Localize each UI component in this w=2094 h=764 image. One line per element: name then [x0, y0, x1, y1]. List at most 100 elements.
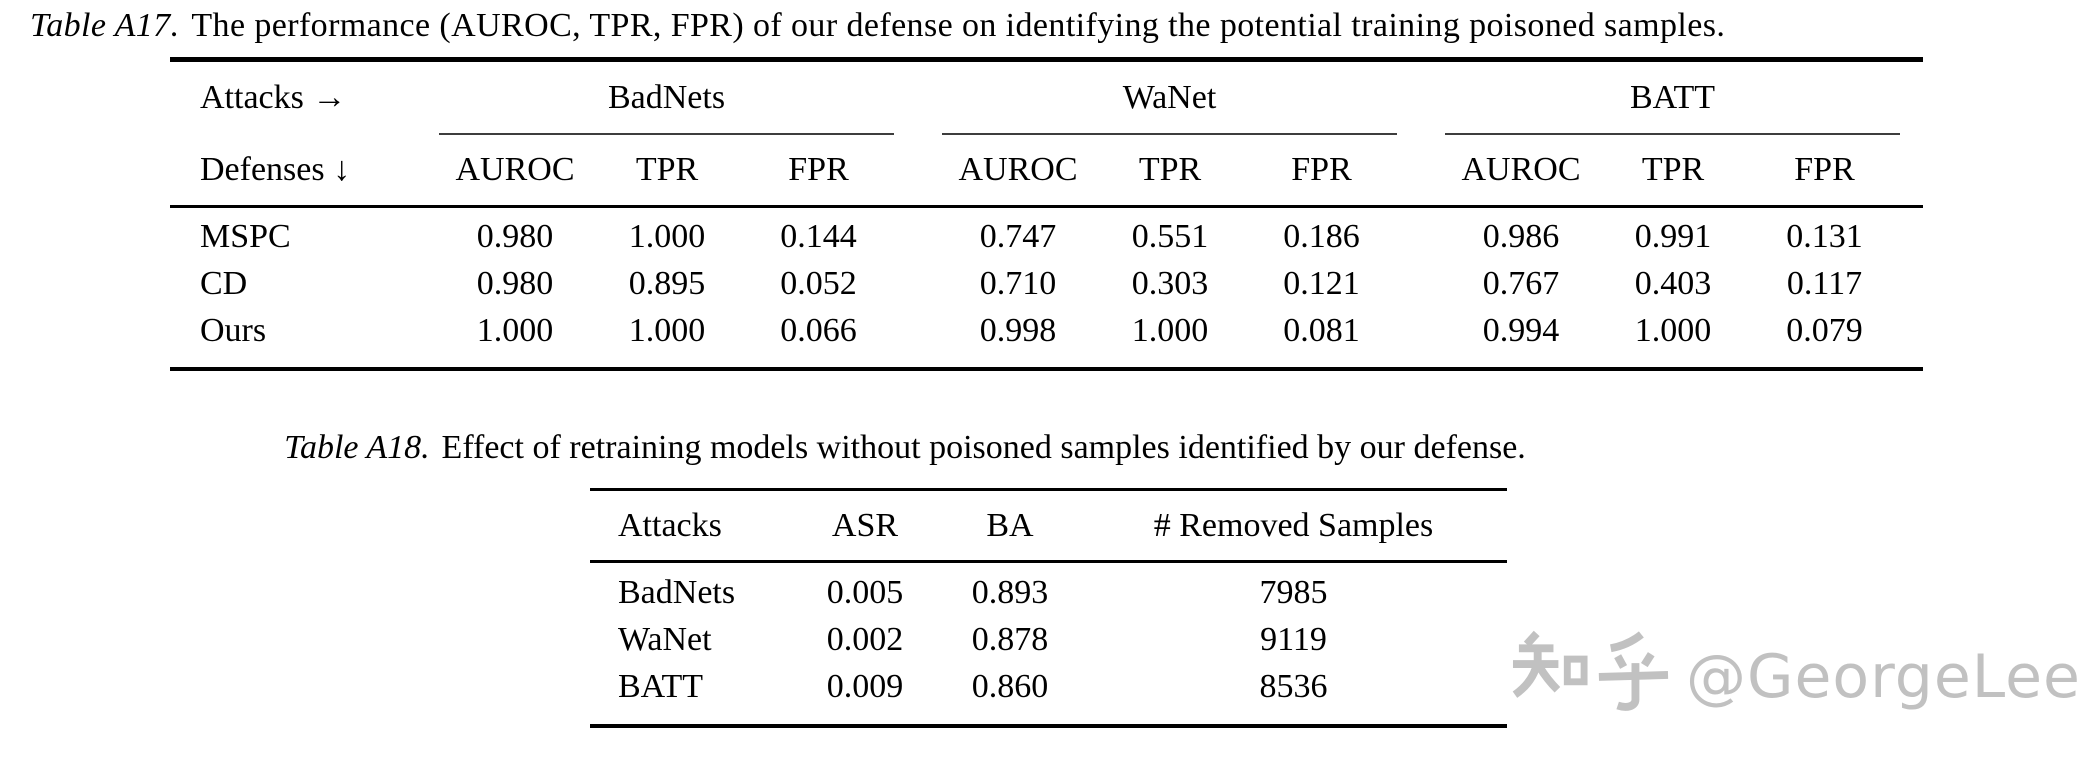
metric-value-cell: 0.079 — [1786, 311, 1863, 349]
cmidrule-batt — [1445, 133, 1901, 135]
group-gap — [894, 207, 942, 261]
zhihu-logo-icon — [1512, 630, 1669, 711]
metric-value-cell: 0.998 — [979, 311, 1057, 349]
group-gap — [1397, 207, 1445, 261]
group-header-wanet: WaNet — [1122, 78, 1217, 116]
metric-value-cell: 0.994 — [1482, 311, 1560, 349]
metric-value-cell: 0.895 — [628, 264, 706, 302]
metric-value-cell: 0.186 — [1283, 217, 1360, 255]
metric-value-cell: 0.117 — [1786, 264, 1863, 302]
table-a17-caption: Table A17. The performance (AUROC, TPR, F… — [30, 5, 2090, 48]
watermark-handle: @GeorgeLee — [1686, 642, 2081, 712]
metric-header-tpr: TPR — [1597, 135, 1749, 208]
asr-cell: 0.002 — [826, 620, 904, 658]
header-asr: ASR — [790, 489, 940, 563]
defense-name-cell: CD — [200, 264, 248, 302]
metric-value-cell: 0.710 — [979, 264, 1057, 302]
metric-header-auroc: AUROC — [1445, 135, 1597, 208]
metric-header-tpr: TPR — [1094, 135, 1246, 208]
watermark: @GeorgeLee — [1512, 628, 2081, 712]
metric-header-fpr: FPR — [743, 135, 894, 208]
group-gap — [1900, 260, 1923, 307]
metric-header-fpr: FPR — [1246, 135, 1397, 208]
group-gap — [1397, 135, 1445, 208]
metric-header-auroc: AUROC — [942, 135, 1094, 208]
metric-value-cell: 1.000 — [1634, 311, 1712, 349]
removed-samples-cell: 9119 — [1260, 620, 1327, 658]
group-header-badnets: BadNets — [607, 78, 726, 116]
table-row-cd: CD 0.980 0.895 0.052 0.710 0.303 0.121 0… — [170, 260, 1923, 307]
metric-value-cell: 0.303 — [1131, 264, 1209, 302]
defenses-corner-label: Defenses ↓ — [170, 135, 439, 208]
metric-value-cell: 0.081 — [1283, 311, 1360, 349]
attack-name-cell: BATT — [618, 667, 703, 705]
metric-value-cell: 0.747 — [979, 217, 1057, 255]
group-gap — [1900, 207, 1923, 261]
group-header-batt: BATT — [1630, 78, 1715, 116]
group-gap — [894, 307, 942, 369]
group-gap — [1900, 307, 1923, 369]
metric-value-cell: 0.052 — [780, 264, 857, 302]
table-a18: Attacks ASR BA # Removed Samples BadNets… — [590, 488, 1507, 728]
metric-value-cell: 0.121 — [1283, 264, 1360, 302]
attacks-corner-label: Attacks → — [200, 78, 347, 116]
header-attacks: Attacks — [590, 489, 790, 563]
removed-samples-cell: 8536 — [1259, 667, 1328, 705]
attack-name-cell: WaNet — [618, 620, 712, 658]
metric-value-cell: 1.000 — [628, 311, 706, 349]
asr-cell: 0.009 — [826, 667, 904, 705]
asr-cell: 0.005 — [826, 573, 904, 611]
table-a18-caption-label: Table A18. — [284, 429, 430, 466]
table-row-batt: BATT 0.009 0.860 8536 — [590, 663, 1507, 726]
metric-value-cell: 1.000 — [476, 311, 554, 349]
metric-value-cell: 0.403 — [1634, 264, 1712, 302]
cmidrule-wanet — [942, 133, 1397, 135]
removed-samples-cell: 7985 — [1259, 573, 1328, 611]
table-row-badnets: BadNets 0.005 0.893 7985 — [590, 562, 1507, 617]
metric-value-cell: 0.767 — [1482, 264, 1560, 302]
metric-value-cell: 0.991 — [1634, 217, 1712, 255]
metric-value-cell: 0.144 — [780, 217, 857, 255]
group-gap — [894, 135, 942, 208]
table-row-ours: Ours 1.000 1.000 0.066 0.998 1.000 0.081… — [170, 307, 1923, 369]
group-gap — [1900, 135, 1924, 208]
ba-cell: 0.878 — [971, 620, 1049, 658]
cmidrule-badnets — [439, 133, 894, 135]
defense-name-cell: Ours — [200, 311, 267, 349]
metric-value-cell: 0.980 — [476, 217, 554, 255]
metric-value-cell: 0.131 — [1786, 217, 1863, 255]
table-a17: Attacks → BadNets WaNet BATT Defenses ↓ … — [170, 57, 1924, 371]
table-a17-caption-text: The performance (AUROC, TPR, FPR) of our… — [191, 7, 1726, 44]
table-a17-caption-label: Table A17. — [30, 7, 180, 44]
ba-cell: 0.893 — [971, 573, 1049, 611]
attack-name-cell: BadNets — [618, 573, 736, 611]
metric-value-cell: 0.980 — [476, 264, 554, 302]
metric-header-auroc: AUROC — [439, 135, 591, 208]
group-gap — [894, 260, 942, 307]
group-gap — [1397, 60, 1445, 134]
header-ba: BA — [940, 489, 1080, 563]
metric-value-cell: 1.000 — [1131, 311, 1209, 349]
group-gap — [1397, 260, 1445, 307]
metric-value-cell: 1.000 — [628, 217, 706, 255]
metric-header-tpr: TPR — [591, 135, 743, 208]
ba-cell: 0.860 — [971, 667, 1049, 705]
group-gap — [1397, 307, 1445, 369]
table-a17-metric-header-row: Defenses ↓ AUROC TPR FPR AUROC TPR FPR A… — [170, 135, 1924, 208]
table-row-wanet: WaNet 0.002 0.878 9119 — [590, 616, 1507, 663]
header-removed-samples: # Removed Samples — [1080, 489, 1507, 563]
table-a17-cmidrule-row — [170, 133, 1923, 135]
metric-value-cell: 0.986 — [1482, 217, 1560, 255]
table-a18-header-row: Attacks ASR BA # Removed Samples — [590, 489, 1507, 563]
group-gap — [894, 60, 942, 134]
metric-value-cell: 0.066 — [780, 311, 857, 349]
table-row-mspc: MSPC 0.980 1.000 0.144 0.747 0.551 0.186… — [170, 207, 1923, 261]
table-a18-caption-text: Effect of retraining models without pois… — [441, 429, 1526, 466]
defense-name-cell: MSPC — [200, 217, 291, 255]
table-a17-group-header-row: Attacks → BadNets WaNet BATT — [170, 60, 1923, 134]
table-a18-caption: Table A18. Effect of retraining models wi… — [30, 427, 1780, 470]
metric-header-fpr: FPR — [1749, 135, 1901, 208]
metric-value-cell: 0.551 — [1131, 217, 1209, 255]
group-gap — [1900, 60, 1923, 134]
